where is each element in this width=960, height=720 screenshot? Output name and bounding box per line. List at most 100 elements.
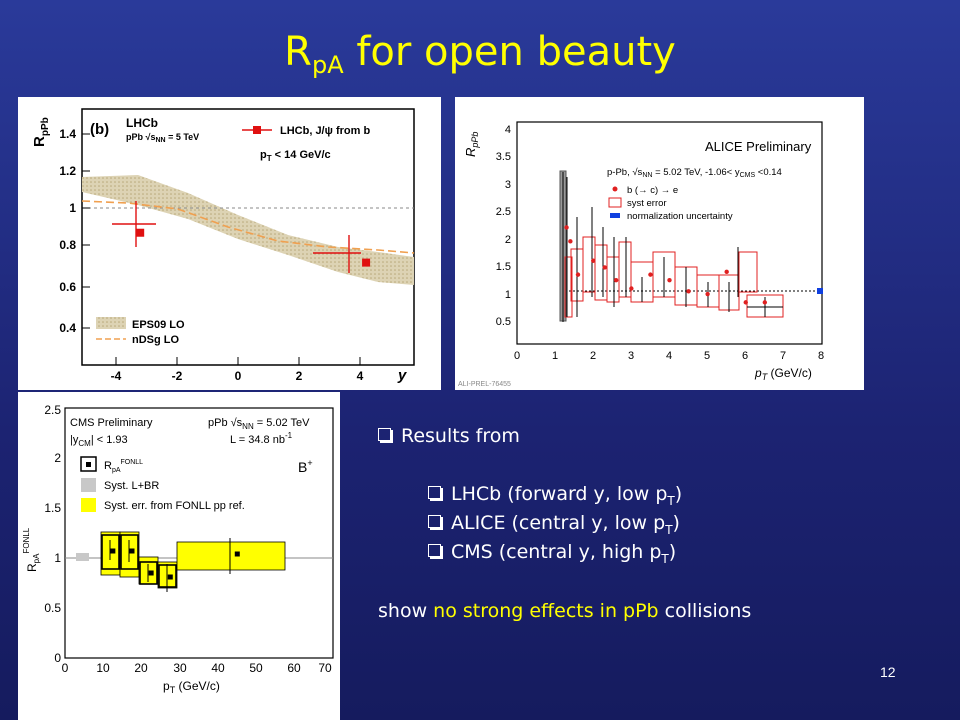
cms-points [110,548,240,580]
title-main: R [284,29,312,75]
cms-data-point [167,574,173,580]
lhcb-legend-eps: EPS09 LO [132,319,185,331]
lhcb-legend-data: LHCb, J/ψ from b [280,125,370,137]
alice-xtick: 6 [742,350,748,362]
alice-xtick: 1 [552,350,558,362]
alice-data-point [705,291,710,297]
cms-xtick: 0 [62,661,69,675]
title-subscript: pA [311,51,344,79]
page-number: 12 [880,664,896,680]
alice-ytick: 4 [505,124,511,136]
alice-legend-data: b (→ c) → e [627,185,678,196]
cms-legend-fonll: Syst. err. from FONLL pp ref. [104,500,245,512]
cms-data-point [148,570,154,576]
lhcb-plot: 0.4 0.6 0.8 1 1.2 1.4 -4 -2 0 2 4 y RpPb… [18,97,441,390]
cms-ytick: 2 [54,451,61,465]
lhcb-ytick: 1.2 [59,164,76,178]
lhcb-xtick: 0 [235,369,242,383]
cms-data-point [129,548,135,554]
cms-ylabel: RpAFONLL [22,527,41,572]
cms-rapidity: |yCM| < 1.93 [70,434,128,448]
cms-data-point [234,551,240,557]
alice-data-point [629,286,634,291]
cms-data-point [110,548,116,554]
alice-ytick: 0.5 [496,316,511,328]
alice-xtick: 8 [818,350,824,362]
lhcb-experiment: LHCb [126,116,158,130]
lhcb-ytick: 0.4 [59,321,76,335]
conclusion-text: show no strong effects in pPb collisions [378,600,752,622]
checkbox-bullet-icon [428,544,441,557]
alice-points [564,225,768,305]
cms-ytick: 2.5 [44,403,61,417]
bullet-item-cms: CMS (central y, high pT) [428,541,676,566]
alice-system: p-Pb, √sNN = 5.02 TeV, -1.06< yCMS <0.14 [607,167,782,179]
lhcb-pt-cut: pT < 14 GeV/c [260,149,331,163]
cms-xtick: 20 [134,661,148,675]
alice-ytick: 1.5 [496,261,511,273]
alice-data-point [613,277,619,283]
alice-data-point [762,300,768,305]
lhcb-data-point [362,258,371,267]
lhcb-ytick: 0.8 [59,238,76,252]
lhcb-xtick: 2 [296,369,303,383]
alice-ytick: 3.5 [496,151,511,163]
lhcb-xtick: -2 [172,369,183,383]
cms-system: pPb √sNN = 5.02 TeV [208,417,310,431]
alice-ytick: 1 [505,289,511,301]
alice-title: ALICE Preliminary [705,139,812,154]
alice-xtick: 7 [780,350,786,362]
checkbox-bullet-icon [428,515,441,528]
lhcb-system: pPb √sNN = 5 TeV [126,132,199,144]
cms-title: CMS Preliminary [70,417,153,429]
alice-ytick: 3 [505,179,511,191]
alice-data-point [648,272,653,277]
cms-ytick: 0.5 [44,601,61,615]
cms-legend-syst: Syst. L+BR [104,480,159,492]
alice-data-point [568,239,573,244]
lhcb-panel-label: (b) [90,121,109,138]
alice-xtick: 2 [590,350,596,362]
cms-lumi: L = 34.8 nb-1 [230,431,293,446]
cms-ytick: 0 [54,651,61,665]
lhcb-legend-ndsg: nDSg LO [132,334,179,346]
lhcb-ylabel: RpPb [31,117,51,147]
cms-plot: 0 0.5 1 1.5 2 2.5 0 10 20 30 40 50 60 70… [18,392,340,720]
alice-xtick: 5 [704,350,710,362]
alice-legend-syst: syst error [627,198,667,209]
checkbox-bullet-icon [428,486,441,499]
lhcb-xlabel: y [397,367,407,384]
alice-xlabel: pT (GeV/c) [754,366,812,382]
title-rest: for open beauty [343,29,676,75]
lhcb-ytick: 0.6 [59,280,76,294]
alice-legend-norm: normalization uncertainty [627,211,733,222]
cms-xtick: 60 [287,661,301,675]
cms-legend-data: RpAFONLL [104,459,143,474]
alice-data-point [591,258,596,263]
bullet-intro: Results from [378,425,520,447]
alice-data-point [575,272,581,277]
cms-particle: B+ [298,458,313,475]
alice-data-point [724,269,729,275]
alice-footer: ALI-PREL-76455 [458,381,511,388]
cms-xtick: 10 [96,661,110,675]
cms-ytick: 1.5 [44,501,61,515]
lhcb-xtick: 4 [357,369,364,383]
bullet-item-alice: ALICE (central y, low pT) [428,512,680,537]
checkbox-bullet-icon [378,428,391,441]
alice-xtick: 4 [666,350,672,362]
alice-data-point [686,289,691,294]
alice-data-point [564,225,569,230]
cms-xtick: 70 [318,661,332,675]
cms-xlabel: pT (GeV/c) [163,679,220,695]
lhcb-ytick: 1.4 [59,127,76,141]
alice-ylabel: RpPb [463,132,480,157]
lhcb-data-point [136,228,145,237]
lhcb-ytick: 1 [69,201,76,215]
cms-xtick: 40 [211,661,225,675]
lhcb-points [136,228,371,267]
cms-xtick: 50 [249,661,263,675]
alice-data-point [667,277,672,283]
alice-data-point [743,300,748,305]
cms-ytick: 1 [54,551,61,565]
